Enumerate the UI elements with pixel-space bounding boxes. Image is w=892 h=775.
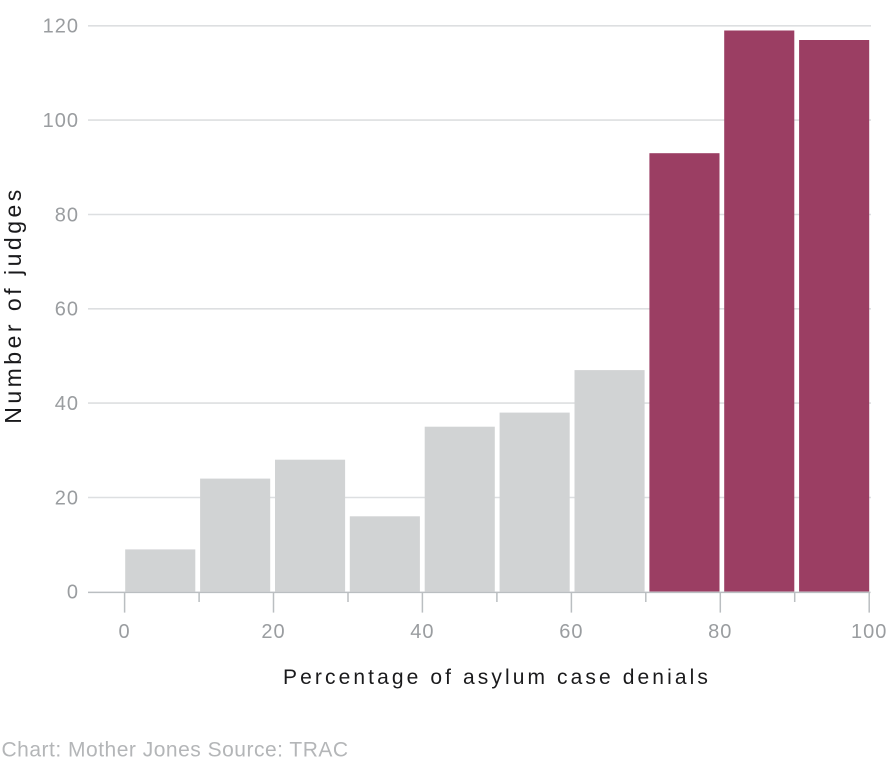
- svg-text:80: 80: [708, 621, 732, 643]
- svg-text:Percentage of asylum case deni: Percentage of asylum case denials: [283, 666, 711, 689]
- svg-text:20: 20: [55, 487, 79, 509]
- svg-text:120: 120: [43, 16, 79, 38]
- svg-text:Chart: Mother Jones Source: TR: Chart: Mother Jones Source: TRAC: [2, 739, 349, 762]
- svg-text:20: 20: [261, 621, 285, 643]
- svg-text:0: 0: [67, 582, 79, 604]
- svg-text:100: 100: [851, 621, 887, 643]
- svg-text:0: 0: [119, 621, 131, 643]
- svg-text:60: 60: [559, 621, 583, 643]
- svg-text:Number of judges: Number of judges: [0, 186, 26, 424]
- svg-text:40: 40: [410, 621, 434, 643]
- svg-text:100: 100: [43, 110, 79, 132]
- svg-text:80: 80: [55, 204, 79, 226]
- svg-text:40: 40: [55, 393, 79, 415]
- svg-text:60: 60: [55, 299, 79, 321]
